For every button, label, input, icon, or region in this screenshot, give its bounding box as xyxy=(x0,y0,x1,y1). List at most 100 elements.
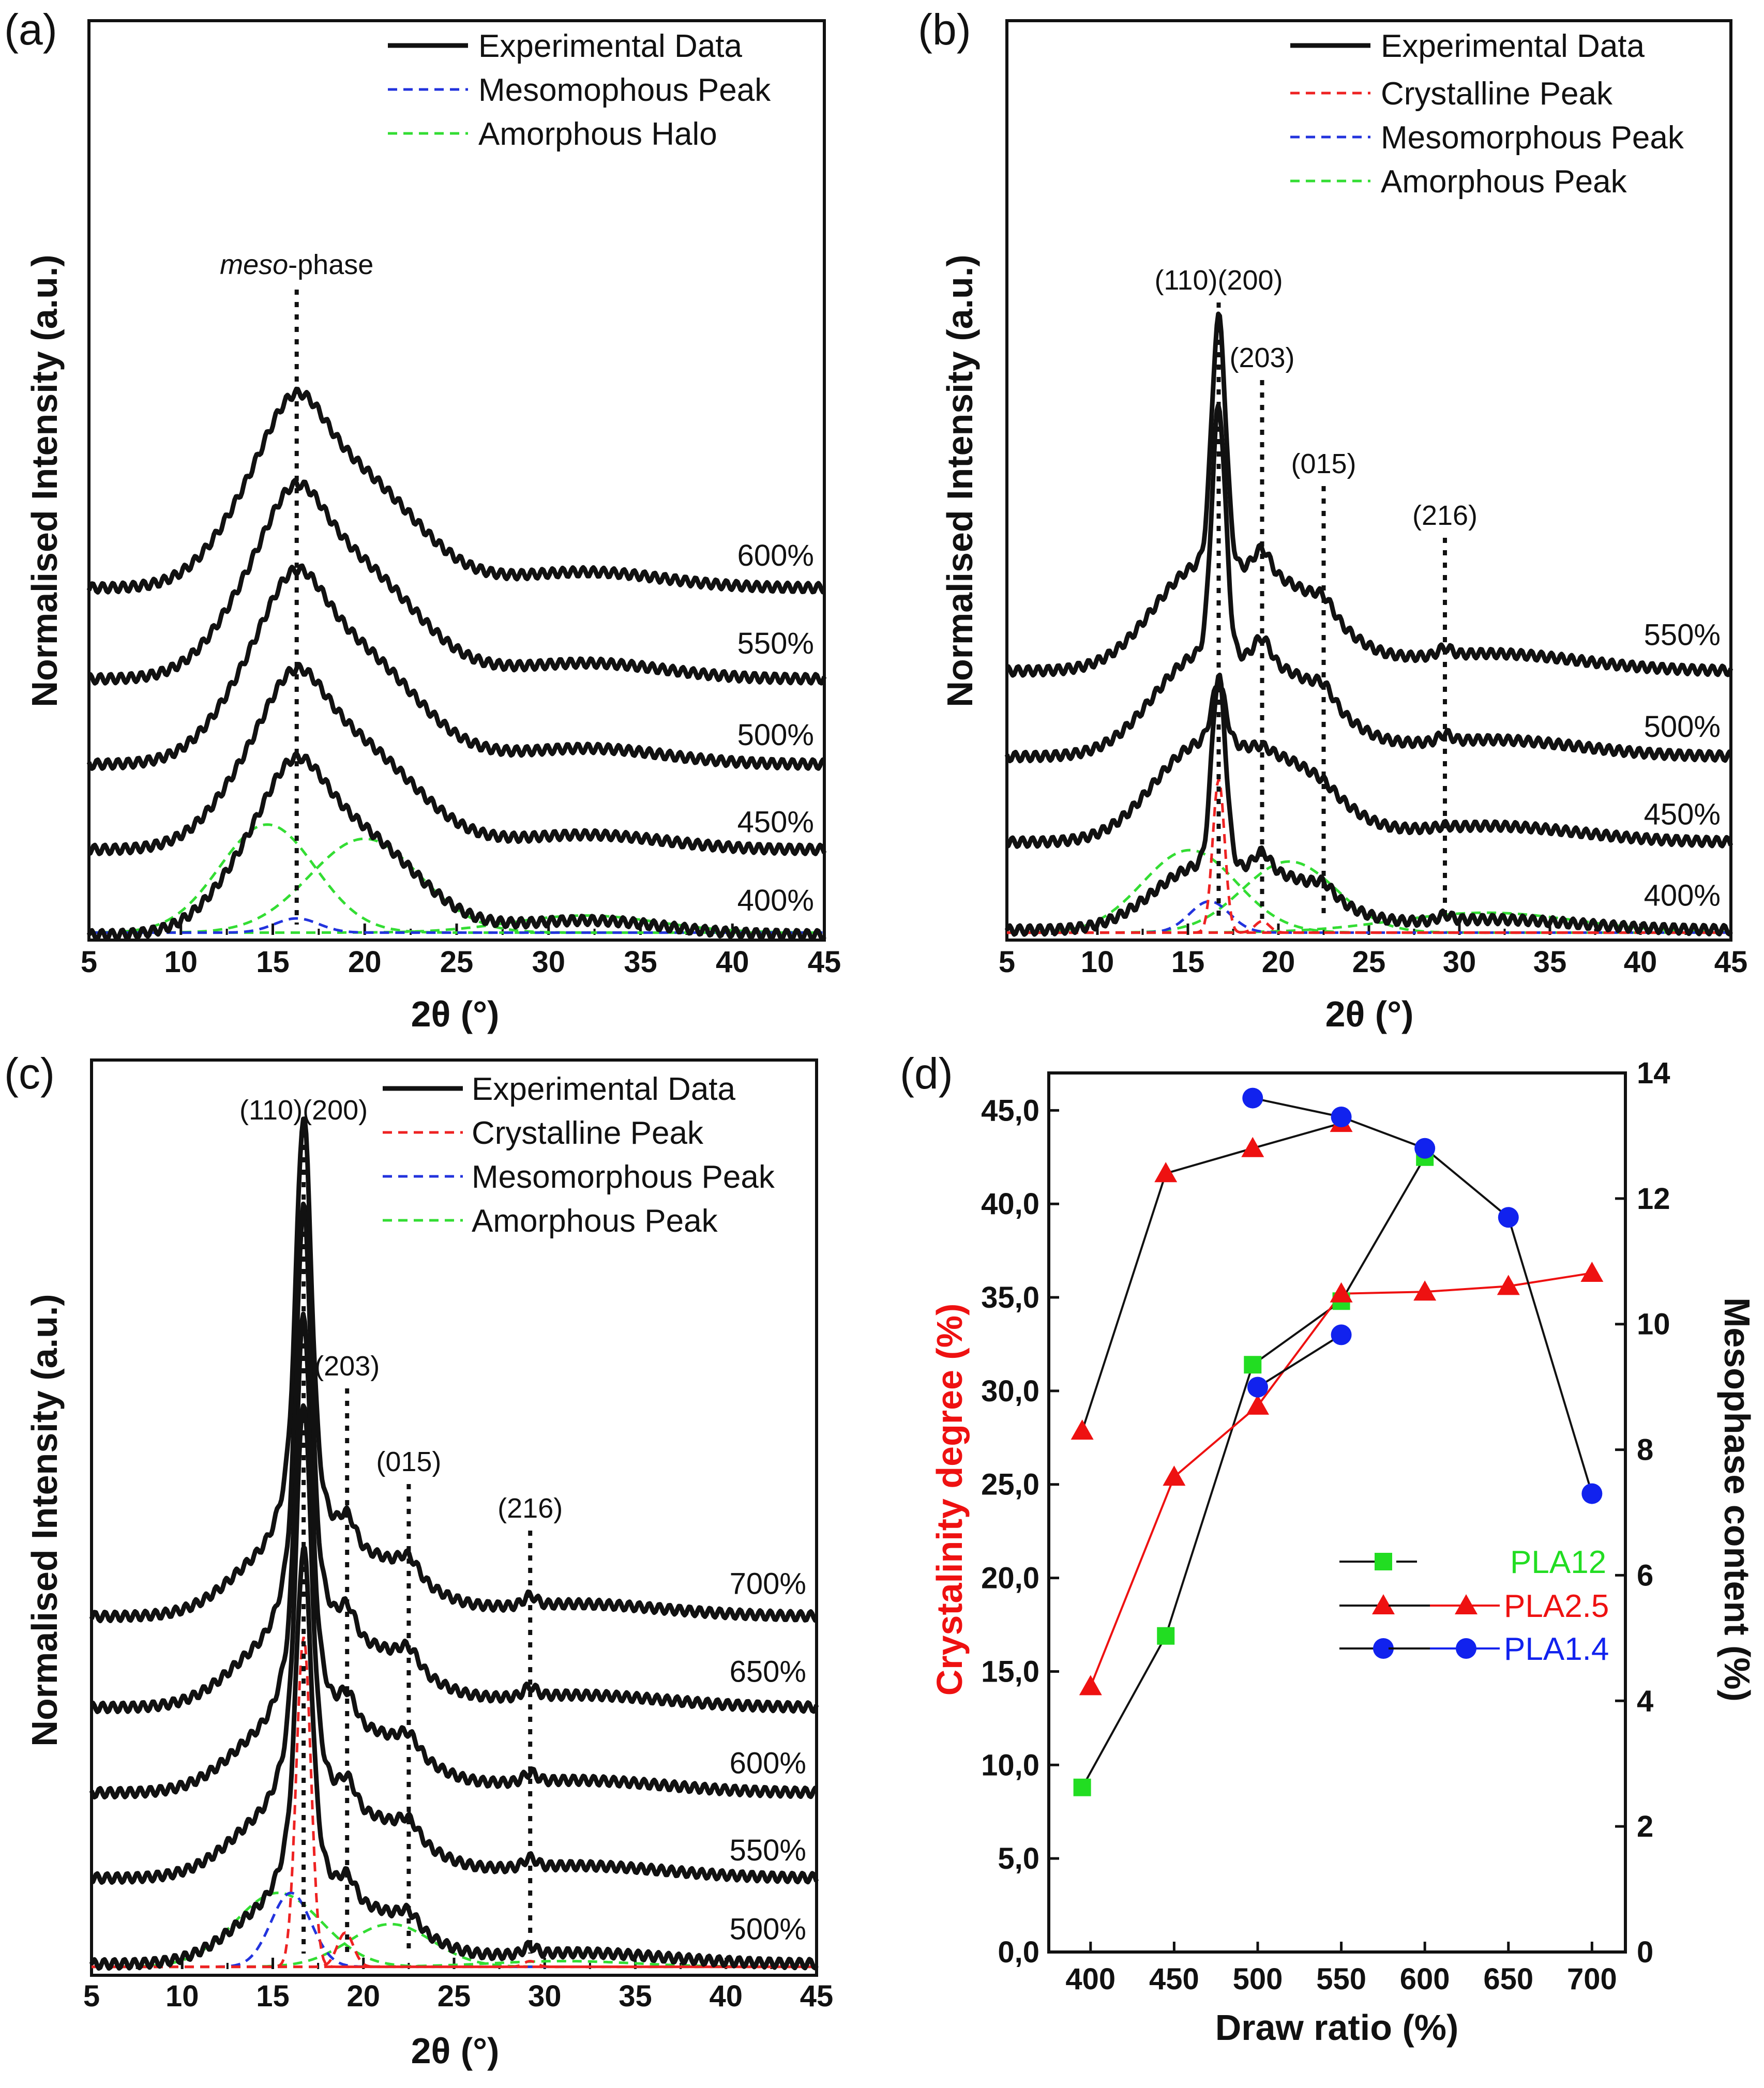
peak-label: (216) xyxy=(1412,500,1477,531)
experimental-curve xyxy=(89,1311,818,1799)
marker-PLA2.5-crystallinity xyxy=(1580,1262,1604,1282)
x-tick-label: 400 xyxy=(1065,1962,1115,1996)
x-tick-label: 15 xyxy=(1171,945,1205,979)
panel-d-x-ticks: 400 450 500 550 600 650 700 xyxy=(1065,1942,1617,1996)
x-tick-label: 30 xyxy=(532,945,565,979)
experimental-curve xyxy=(1004,672,1733,937)
x-tick-label: 40 xyxy=(1624,945,1657,979)
y-tick-label: 25,0 xyxy=(981,1468,1039,1502)
legend-b-1: Crystalline Peak xyxy=(1381,76,1613,112)
x-tick-label: 600 xyxy=(1400,1962,1450,1996)
series-line xyxy=(1081,1122,1342,1431)
x-tick-label: 25 xyxy=(1352,945,1386,979)
marker-PLA1.4-secondary xyxy=(1331,1324,1352,1345)
component-curve xyxy=(92,1960,815,1969)
panel-a-xlabel: 2θ (°) xyxy=(411,994,500,1034)
panel-c-curves xyxy=(89,1116,819,1971)
panel-d-ylabel-right: Mesophase content (%) xyxy=(1717,1297,1757,1702)
x-tick-label: 45 xyxy=(808,945,841,979)
panel-c-frame xyxy=(90,1058,818,1977)
legend-a-0: Experimental Data xyxy=(478,28,743,64)
curve-label: 450% xyxy=(737,806,814,839)
curve-label: 550% xyxy=(1644,618,1721,652)
legend-a-1: Mesomophous Peak xyxy=(478,72,771,108)
marker-PLA12-crystallinity xyxy=(1157,1627,1175,1645)
x-tick-label: 10 xyxy=(164,945,198,979)
panel-b-legend: Experimental Data Crystalline Peak Mesom… xyxy=(1290,28,1684,200)
component-curve xyxy=(92,1931,815,1969)
panel-b-curves xyxy=(1004,311,1733,937)
y2-tick-label: 14 xyxy=(1637,1056,1670,1090)
panel-a-x-ticks: 5 10 15 20 25 30 35 40 45 xyxy=(81,924,841,979)
legend-marker-PLA12 xyxy=(1375,1553,1392,1570)
peak-label: (015) xyxy=(376,1446,441,1477)
experimental-curve xyxy=(90,1201,819,1715)
x-tick-label: 500 xyxy=(1233,1962,1283,1996)
experimental-curve xyxy=(1004,402,1732,764)
panel-d-lines xyxy=(1081,1097,1593,1788)
component-curve xyxy=(89,914,823,934)
panel-d-markers xyxy=(1071,1087,1604,1796)
panel-c-xlabel: 2θ (°) xyxy=(411,2031,500,2071)
marker-PLA2.5-mesophase xyxy=(1241,1137,1264,1157)
component-curve xyxy=(1007,920,1729,934)
curve-label: 500% xyxy=(730,1913,806,1946)
legend-b-3: Amorphous Peak xyxy=(1381,164,1627,200)
peak-label: (110)(200) xyxy=(1154,265,1283,296)
panel-d: (d) 400 450 500 550 600 650 700 0,0 5,0 10,0 15,0… xyxy=(900,1049,1757,2048)
panel-c-curve-labels: 500% 550% 600% 650% 700% xyxy=(730,1567,806,1946)
x-tick-label: 5 xyxy=(83,1979,100,2013)
peak-label: (015) xyxy=(1291,448,1356,479)
marker-PLA1.4-mesophase xyxy=(1242,1087,1263,1109)
panel-a-components xyxy=(89,823,823,934)
panel-d-left-ticks: 0,0 5,0 10,0 15,0 20,0 25,0 30,0 35,0 40,0 45,0 xyxy=(981,1094,1059,1969)
x-tick-label: 35 xyxy=(624,945,657,979)
experimental-curve xyxy=(86,751,826,942)
legend-a-2: Amorphous Halo xyxy=(478,116,717,152)
x-tick-label: 40 xyxy=(716,945,749,979)
panel-c-title: (c) xyxy=(4,1049,55,1098)
component-curve xyxy=(92,1960,815,1969)
panel-a-curve-labels: 400% 450% 500% 550% 600% xyxy=(737,539,814,917)
y-tick-label: 5,0 xyxy=(998,1842,1039,1875)
x-tick-label: 15 xyxy=(256,1979,290,2013)
x-tick-label: 20 xyxy=(348,945,382,979)
experimental-curve xyxy=(86,563,826,771)
panel-c-peak-labels: (110)(200) (203) (015) (216) xyxy=(239,1095,563,1954)
marker-PLA2.5-mesophase xyxy=(1154,1162,1178,1183)
panel-b-ylabel: Normalised Intensity (a.u.) xyxy=(940,254,980,707)
panel-b-xlabel: 2θ (°) xyxy=(1325,994,1414,1034)
panel-d-right-ticks: 0 2 4 6 8 10 12 14 xyxy=(1615,1056,1670,1969)
curve-label: 550% xyxy=(730,1834,806,1867)
panel-b-frame xyxy=(1005,19,1732,942)
series-line xyxy=(1257,1334,1342,1388)
panel-b: (b) 5 10 15 20 25 30 35 40 45 400% 450% 500% 550% (… xyxy=(918,5,1747,1034)
panel-a-title: (a) xyxy=(4,5,57,54)
panel-b-title: (b) xyxy=(918,5,971,54)
marker-PLA12-crystallinity xyxy=(1073,1778,1091,1796)
peak-label: (216) xyxy=(497,1493,563,1524)
marker-PLA2.5-crystallinity xyxy=(1497,1275,1520,1295)
component-curve xyxy=(89,837,823,934)
marker-PLA2.5-crystallinity xyxy=(1163,1465,1186,1486)
curve-label: 500% xyxy=(1644,710,1721,744)
experimental-curve xyxy=(89,1546,819,1971)
x-tick-label: 35 xyxy=(619,1979,652,2013)
x-tick-label: 30 xyxy=(528,1979,562,2013)
panel-c-legend: Experimental Data Crystalline Peak Mesom… xyxy=(383,1071,775,1239)
experimental-curve xyxy=(87,478,827,686)
marker-PLA1.4-mesophase xyxy=(1414,1138,1436,1159)
y2-tick-label: 8 xyxy=(1637,1433,1653,1467)
y-tick-label: 40,0 xyxy=(981,1187,1039,1221)
curve-label: 550% xyxy=(737,627,814,660)
experimental-curve xyxy=(87,662,827,856)
panel-c: (c) 5 10 15 20 25 30 35 40 45 500% 550% 600% 650% 70… xyxy=(4,1049,833,2071)
panel-d-xlabel: Draw ratio (%) xyxy=(1215,2007,1459,2048)
marker-PLA12-crystallinity xyxy=(1244,1356,1262,1374)
curve-label: 400% xyxy=(1644,879,1721,912)
experimental-curve xyxy=(89,1116,818,1624)
panel-a: (a) 5 10 15 20 25 30 35 40 45 400% 450% 500% 550% 60… xyxy=(4,5,841,1034)
peak-label: (110)(200) xyxy=(239,1095,368,1126)
legend-c-3: Amorphous Peak xyxy=(472,1203,718,1239)
y2-tick-label: 10 xyxy=(1637,1308,1670,1341)
